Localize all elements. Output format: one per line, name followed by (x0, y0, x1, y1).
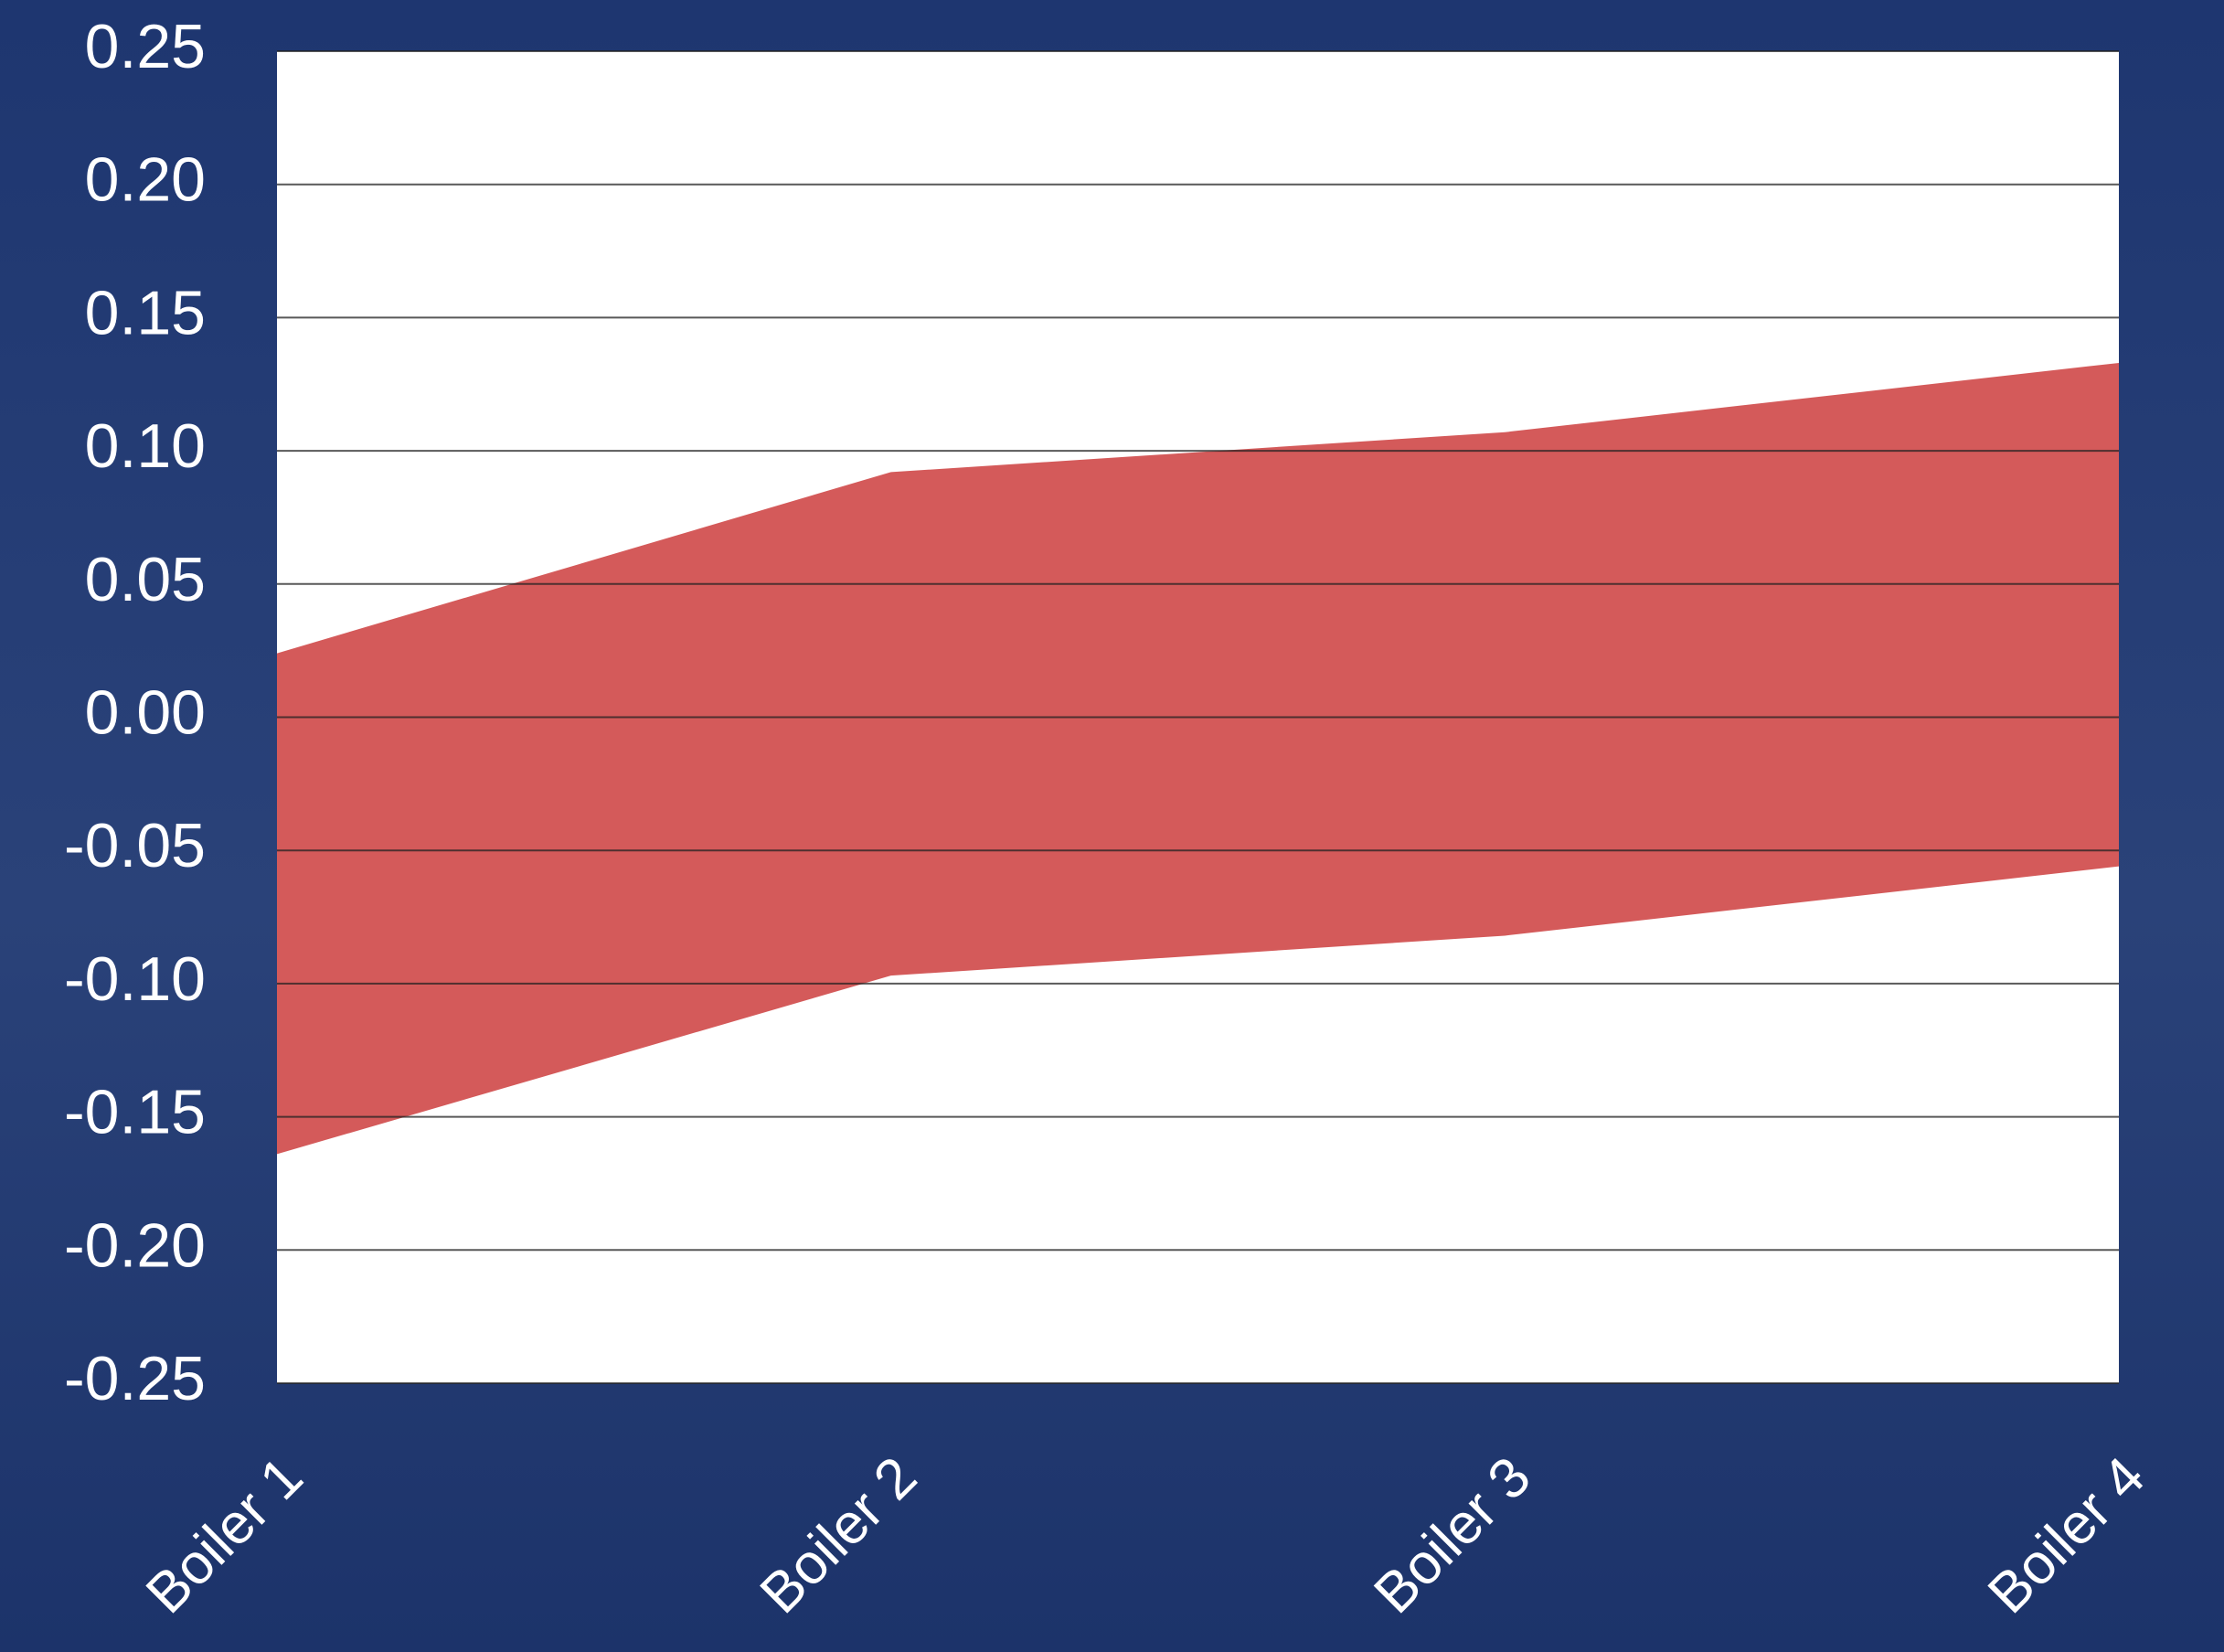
y-tick-label: 0.20 (85, 145, 206, 215)
y-tick-label: 0.25 (85, 12, 206, 81)
y-tick-label: -0.20 (64, 1210, 206, 1280)
y-tick-label: -0.15 (64, 1078, 206, 1147)
y-tick-label: -0.25 (64, 1344, 206, 1413)
range-area (277, 362, 2119, 1155)
y-tick-label: -0.10 (64, 944, 206, 1014)
y-tick-label: 0.05 (85, 545, 206, 614)
y-tick-label: -0.05 (64, 811, 206, 880)
y-tick-label: 0.00 (85, 677, 206, 747)
y-tick-label: 0.10 (85, 411, 206, 481)
y-tick-label: 0.15 (85, 278, 206, 347)
